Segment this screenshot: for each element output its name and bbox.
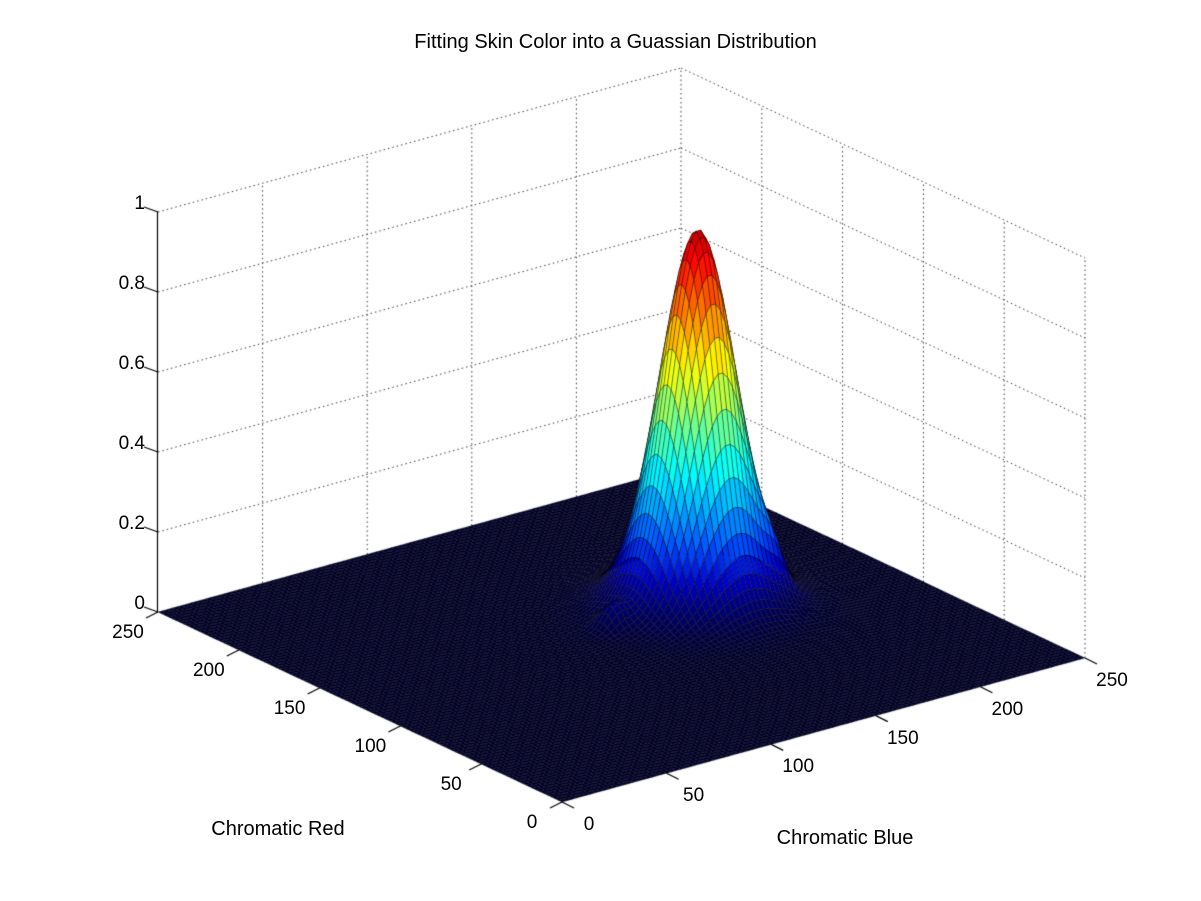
x-tick-label: 0 — [583, 814, 595, 835]
y-tick-label: 50 — [440, 774, 462, 795]
z-tick-label: 0 — [134, 593, 145, 614]
x-tick-label: 150 — [886, 727, 919, 749]
x-tick-label: 200 — [991, 698, 1024, 720]
chart-title: Fitting Skin Color into a Guassian Distr… — [414, 31, 817, 53]
z-tick-label: 0.8 — [118, 273, 145, 294]
y-tick-label: 150 — [273, 698, 306, 719]
y-axis-label: Chromatic Red — [211, 818, 345, 840]
z-tick-label: 0.4 — [118, 433, 145, 454]
y-tick-label: 250 — [112, 622, 144, 643]
x-tick-label: 100 — [782, 756, 815, 778]
y-tick-label: 0 — [526, 812, 538, 833]
x-axis-label: Chromatic Blue — [776, 827, 914, 849]
y-tick-label: 200 — [192, 660, 225, 681]
z-tick-label: 0.6 — [118, 353, 145, 374]
y-tick-label: 100 — [354, 736, 387, 757]
x-tick-label: 50 — [683, 785, 705, 807]
z-tick-label: 0.2 — [118, 513, 145, 534]
z-tick-label: 1 — [134, 193, 145, 214]
x-tick-label: 250 — [1096, 670, 1128, 691]
